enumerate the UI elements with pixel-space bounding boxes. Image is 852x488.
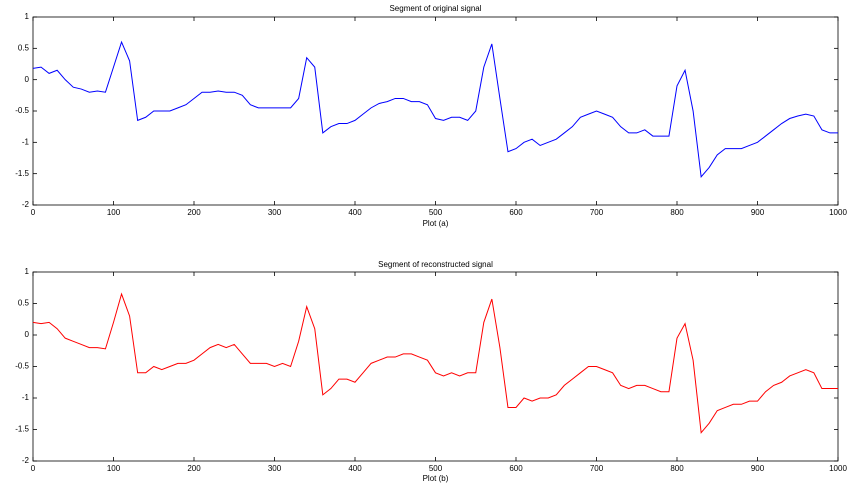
y-tick-label: 0.5	[18, 299, 30, 308]
x-tick-label: 300	[268, 464, 282, 473]
y-tick-label: -2	[22, 456, 30, 465]
y-tick-label: -1	[22, 137, 30, 146]
y-tick-label: -0.5	[15, 362, 29, 371]
y-tick-label: -0.5	[15, 106, 29, 115]
x-axis-label: Plot (b)	[423, 474, 449, 483]
signal-line	[32, 292, 838, 434]
x-tick-label: 1000	[829, 208, 847, 217]
x-tick-label: 200	[187, 208, 201, 217]
y-tick-label: -1.5	[15, 169, 29, 178]
x-tick-label: 200	[187, 464, 201, 473]
x-tick-label: 100	[107, 208, 121, 217]
x-tick-label: 0	[31, 464, 36, 473]
x-tick-label: 300	[268, 208, 282, 217]
x-tick-label: 100	[107, 464, 121, 473]
x-tick-label: 600	[509, 208, 523, 217]
x-tick-label: 500	[429, 208, 443, 217]
x-tick-label: 700	[590, 464, 604, 473]
y-tick-label: -1	[22, 393, 30, 402]
x-tick-label: 400	[348, 208, 362, 217]
x-tick-label: 900	[751, 208, 765, 217]
x-tick-label: 600	[509, 464, 523, 473]
x-axis-label: Plot (a)	[423, 219, 449, 228]
chart-title: Segment of original signal	[389, 4, 481, 13]
signal-line	[32, 40, 838, 178]
y-tick-label: -1.5	[15, 425, 29, 434]
y-tick-label: 1	[25, 12, 30, 21]
x-tick-label: 500	[429, 464, 443, 473]
y-tick-label: 1	[25, 267, 30, 276]
x-tick-label: 700	[590, 208, 604, 217]
y-tick-label: 0.5	[18, 43, 30, 52]
y-tick-label: 0	[25, 75, 30, 84]
x-tick-label: 1000	[829, 464, 847, 473]
chart-title: Segment of reconstructed signal	[378, 260, 493, 269]
x-tick-label: 900	[751, 464, 765, 473]
x-tick-label: 400	[348, 464, 362, 473]
y-tick-label: 0	[25, 330, 30, 339]
x-tick-label: 0	[31, 208, 36, 217]
x-tick-label: 800	[670, 464, 684, 473]
y-tick-label: -2	[22, 200, 30, 209]
x-tick-label: 800	[670, 208, 684, 217]
